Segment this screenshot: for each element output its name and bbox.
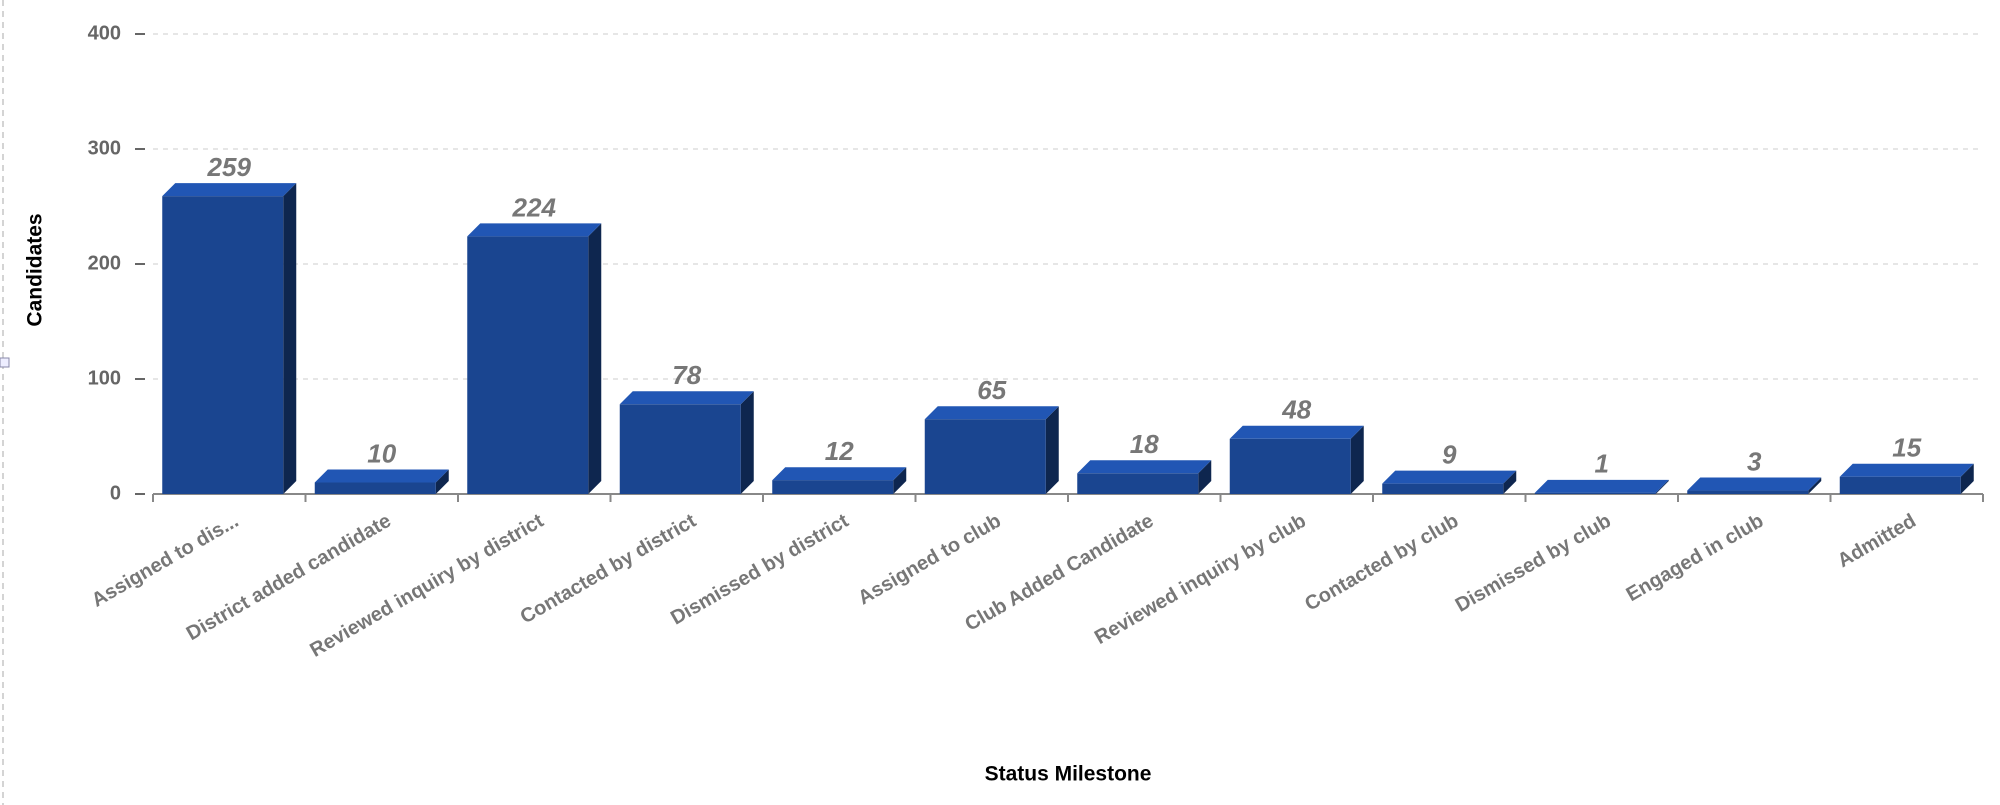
bar bbox=[619, 391, 754, 494]
bar-top bbox=[772, 467, 907, 481]
value-label: 10 bbox=[367, 438, 396, 468]
bar-top bbox=[467, 223, 602, 237]
bar-front bbox=[1534, 492, 1656, 494]
bar bbox=[1534, 479, 1669, 494]
x-tick-label: Admitted bbox=[1834, 510, 1920, 572]
bar-front bbox=[772, 480, 894, 494]
bar-top bbox=[1382, 470, 1517, 484]
bar bbox=[467, 223, 602, 494]
bar-front bbox=[314, 482, 436, 494]
bar bbox=[1687, 477, 1822, 494]
bar-front bbox=[1382, 483, 1504, 494]
x-tick-label: Reviewed inquiry by district bbox=[306, 510, 547, 662]
bar-side bbox=[283, 183, 297, 494]
bar bbox=[1229, 425, 1364, 494]
value-label: 224 bbox=[512, 192, 557, 222]
bar bbox=[924, 406, 1059, 494]
bar-front bbox=[162, 196, 284, 494]
bar-side bbox=[740, 391, 754, 494]
y-tick-label: 200 bbox=[88, 252, 121, 274]
value-label: 12 bbox=[825, 436, 854, 466]
x-tick-label: Engaged in club bbox=[1623, 510, 1768, 606]
bar-side bbox=[588, 223, 602, 494]
bar-side bbox=[1045, 406, 1059, 494]
bar bbox=[772, 467, 907, 494]
y-tick-label: 400 bbox=[88, 22, 121, 44]
x-axis-title: Status Milestone bbox=[985, 763, 1152, 786]
value-label: 259 bbox=[207, 152, 252, 182]
bar-front bbox=[467, 236, 589, 494]
bar-front bbox=[1077, 473, 1199, 494]
bar-top bbox=[619, 391, 754, 405]
value-label: 9 bbox=[1442, 440, 1457, 470]
bar-side bbox=[435, 469, 449, 494]
bar-side bbox=[1960, 463, 1974, 494]
bar bbox=[1077, 460, 1212, 494]
bar bbox=[162, 183, 297, 494]
handle bbox=[0, 357, 10, 368]
bar-side bbox=[1350, 425, 1364, 494]
x-tick-label: Assigned to dis... bbox=[88, 510, 242, 612]
value-label: 78 bbox=[672, 360, 701, 390]
bar-front bbox=[1687, 490, 1809, 494]
bar-side bbox=[1655, 479, 1669, 494]
x-tick-label: Assigned to club bbox=[854, 510, 1005, 610]
bar-top bbox=[162, 183, 297, 197]
bar-top bbox=[1839, 463, 1974, 477]
bar-top bbox=[1077, 460, 1212, 474]
y-tick-label: 100 bbox=[88, 367, 121, 389]
bar-front bbox=[1229, 438, 1351, 494]
bar-front bbox=[1839, 476, 1961, 494]
value-label: 65 bbox=[977, 375, 1006, 405]
bar-top bbox=[924, 406, 1059, 420]
bar bbox=[1839, 463, 1974, 494]
bar-side bbox=[1198, 460, 1212, 494]
bar-side bbox=[1503, 470, 1517, 494]
bar-front bbox=[619, 404, 741, 494]
value-label: 48 bbox=[1281, 395, 1311, 425]
bar-front bbox=[924, 419, 1046, 494]
bar-top bbox=[1687, 477, 1822, 491]
value-label: 3 bbox=[1747, 446, 1762, 476]
bar-side bbox=[893, 467, 907, 494]
y-axis-title: Candidates bbox=[24, 213, 47, 326]
y-tick-label: 0 bbox=[110, 482, 121, 504]
x-tick-label: Contacted by club bbox=[1301, 510, 1462, 616]
bar-top bbox=[1229, 425, 1364, 439]
value-label: 18 bbox=[1130, 429, 1159, 459]
value-label: 15 bbox=[1892, 433, 1921, 463]
bar bbox=[1382, 470, 1517, 494]
bar-top bbox=[1534, 479, 1669, 493]
x-tick-label: Dismissed by club bbox=[1452, 510, 1615, 617]
value-label: 1 bbox=[1595, 449, 1609, 479]
y-tick-label: 300 bbox=[88, 137, 121, 159]
bar bbox=[314, 469, 449, 494]
bar-side bbox=[1808, 477, 1822, 494]
bar-top bbox=[314, 469, 449, 483]
